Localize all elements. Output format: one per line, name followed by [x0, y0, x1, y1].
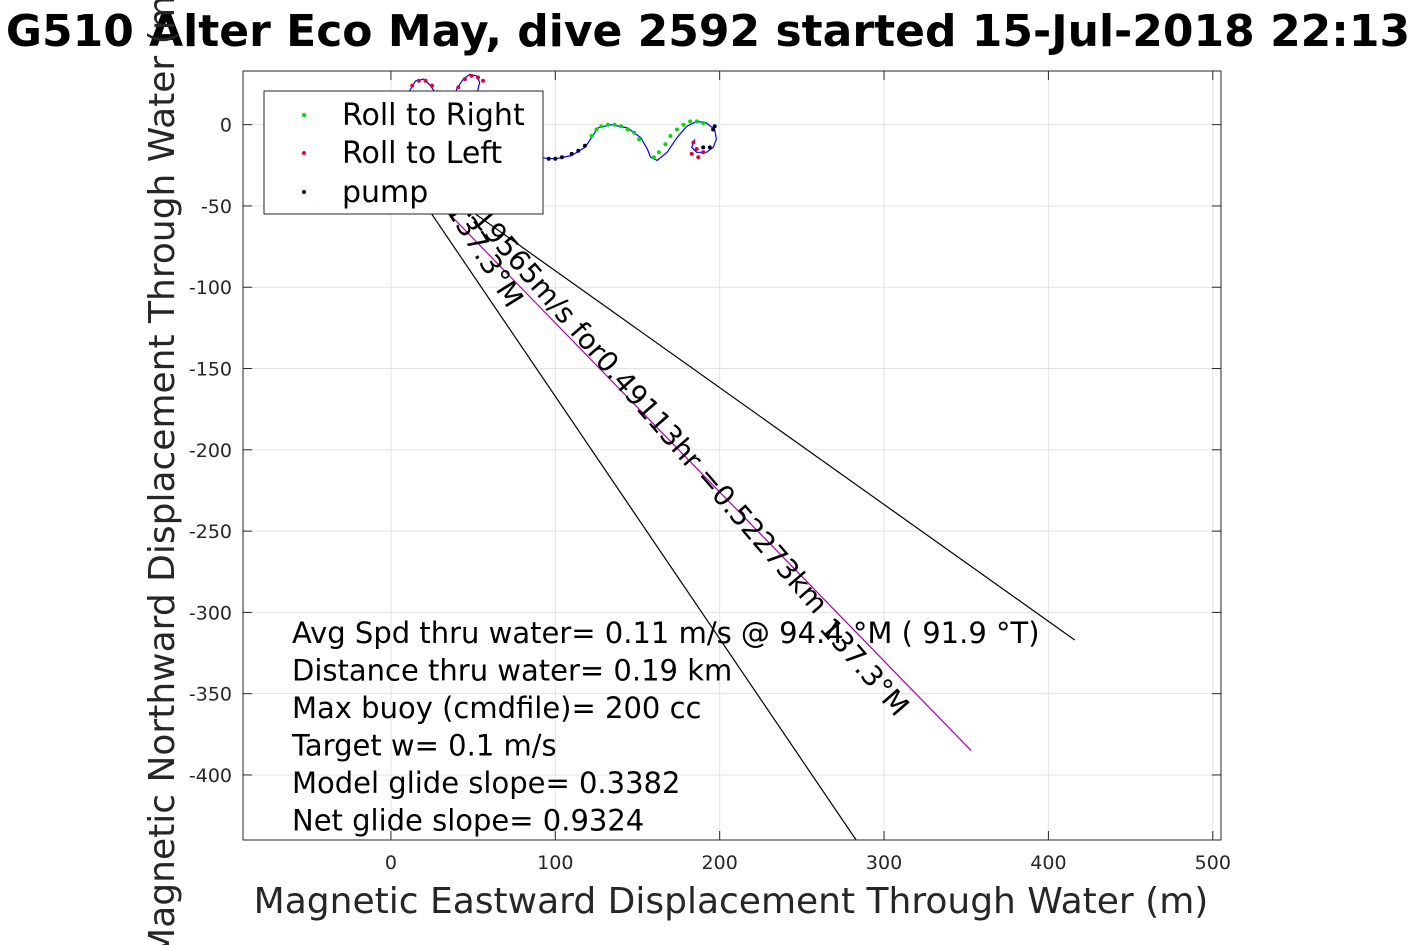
y-tick-label: -150 — [189, 359, 232, 381]
pump-point — [582, 143, 587, 148]
pump-point — [711, 127, 716, 132]
x-axis-label: Magnetic Eastward Displacement Through W… — [254, 881, 1209, 922]
y-tick-label: -250 — [189, 521, 232, 543]
x-tick-label: 500 — [1195, 852, 1231, 874]
roll-right-point — [594, 127, 599, 132]
y-tick-label: -350 — [189, 684, 232, 706]
roll-right-point — [663, 142, 668, 147]
roll-right-point — [681, 122, 686, 127]
roll-right-point — [651, 155, 656, 160]
roll-right-point — [688, 119, 693, 124]
x-tick-label: 400 — [1030, 852, 1066, 874]
roll-right-point — [637, 137, 642, 142]
roll-left-point — [476, 75, 480, 80]
reference-lines — [390, 153, 1076, 840]
roll-right-point — [612, 122, 617, 127]
roll-left-point — [456, 85, 461, 90]
stats-line: Avg Spd thru water= 0.11 m/s @ 94.4 °M (… — [292, 616, 1040, 650]
roll-left-point — [462, 77, 467, 82]
roll-left-point — [696, 155, 701, 160]
chart-title: G510 Alter Eco May, dive 2592 started 15… — [6, 6, 1410, 57]
x-axis-ticks: 0 100 200 300 400 500 — [385, 71, 1231, 874]
roll-left-point — [701, 150, 706, 155]
pump-point — [707, 145, 712, 150]
x-tick-label: 100 — [537, 852, 573, 874]
roll-right-point — [668, 134, 673, 138]
reference-line — [390, 153, 1076, 641]
pump-point — [576, 148, 581, 153]
y-tick-label: -50 — [201, 196, 232, 218]
legend: Roll to Right Roll to Left pump — [263, 90, 544, 215]
pump-point — [559, 155, 564, 160]
y-axis-ticks: 0 -50 -100 -150 -200 -250 -300 -350 -400 — [189, 115, 1221, 787]
pump-point — [569, 151, 574, 156]
x-tick-label: 0 — [385, 852, 397, 874]
roll-right-point — [656, 150, 661, 155]
series-points — [405, 73, 717, 161]
roll-right-point — [694, 119, 699, 124]
roll-right-point — [701, 121, 706, 125]
roll-right-point — [619, 124, 624, 129]
plot-frame — [242, 70, 1222, 841]
reference-line — [390, 153, 857, 840]
legend-marker-roll-left — [302, 151, 306, 155]
roll-right-point — [605, 122, 610, 127]
stats-block: Avg Spd thru water= 0.11 m/s @ 94.4 °M (… — [291, 616, 1040, 838]
roll-left-point — [416, 78, 421, 83]
y-tick-label: -100 — [189, 277, 232, 299]
roll-right-point — [599, 124, 604, 129]
y-tick-label: -200 — [189, 440, 232, 462]
pump-point — [701, 145, 706, 150]
roll-left-point — [430, 83, 434, 88]
roll-left-point — [423, 78, 428, 83]
y-tick-label: -300 — [189, 602, 232, 624]
stats-line: Distance thru water= 0.19 km — [292, 654, 732, 688]
legend-label-roll-right: Roll to Right — [342, 98, 525, 133]
x-tick-label: 200 — [702, 852, 738, 874]
legend-marker-roll-right — [302, 113, 306, 117]
legend-marker-pump — [302, 190, 306, 194]
roll-left-point — [691, 140, 696, 145]
reference-line — [390, 153, 972, 751]
roll-left-point — [410, 83, 415, 88]
roll-left-point — [694, 147, 699, 151]
roll-left-point — [481, 78, 485, 83]
y-axis-label: Magnetic Northward Displacement Through … — [142, 0, 183, 945]
pump-point — [553, 156, 558, 161]
pump-point — [712, 124, 717, 129]
stats-line: Model glide slope= 0.3382 — [292, 766, 680, 800]
stats-line: Max buoy (cmdfile)= 200 cc — [292, 691, 701, 725]
x-tick-label: 300 — [866, 852, 902, 874]
legend-box — [263, 90, 544, 215]
stats-line: Net glide slope= 0.9324 — [292, 804, 644, 838]
legend-label-roll-left: Roll to Left — [342, 136, 502, 171]
roll-left-point — [469, 73, 474, 78]
legend-label-pump: pump — [342, 175, 428, 210]
pump-point — [546, 156, 551, 161]
roll-right-point — [589, 134, 594, 138]
roll-right-point — [632, 130, 637, 135]
stats-line: Target w= 0.1 m/s — [291, 729, 557, 763]
roll-left-point — [689, 151, 694, 156]
y-tick-label: -400 — [189, 765, 232, 787]
roll-right-point — [625, 127, 630, 132]
roll-right-point — [674, 127, 679, 132]
y-tick-label: 0 — [220, 115, 232, 137]
